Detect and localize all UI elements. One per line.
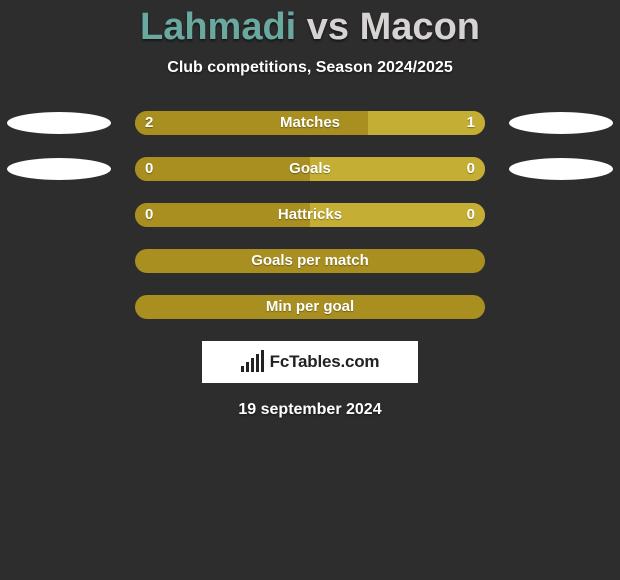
player2-ellipse [509,112,613,134]
page-title: Lahmadi vs Macon [0,6,620,49]
stat-row: 00Goals [0,157,620,181]
date-label: 19 september 2024 [0,401,620,419]
bar-left-segment [135,249,485,273]
stat-row: 21Matches [0,111,620,135]
stat-row: 00Hattricks [0,203,620,227]
player1-ellipse [7,158,111,180]
subtitle: Club competitions, Season 2024/2025 [0,59,620,77]
stat-bar: Goals per match [135,249,485,273]
bar-right-segment [310,203,485,227]
stat-row: Min per goal [0,295,620,319]
bar-left-segment [135,295,485,319]
bar-left-segment [135,111,368,135]
stat-value-left: 0 [145,157,153,181]
comparison-card: Lahmadi vs Macon Club competitions, Seas… [0,6,620,580]
bar-right-segment [310,157,485,181]
stat-value-right: 0 [467,157,475,181]
stat-row: Goals per match [0,249,620,273]
player2-ellipse [509,158,613,180]
stat-value-right: 1 [467,111,475,135]
stat-bar: 21Matches [135,111,485,135]
stat-value-left: 0 [145,203,153,227]
stat-bar: 00Hattricks [135,203,485,227]
bar-left-segment [135,157,310,181]
brand-logo-icon [241,352,264,372]
stat-value-right: 0 [467,203,475,227]
stat-bar: Min per goal [135,295,485,319]
stat-value-left: 2 [145,111,153,135]
stats-list: 21Matches00Goals00HattricksGoals per mat… [0,111,620,319]
bar-left-segment [135,203,310,227]
brand-box: FcTables.com [202,341,418,383]
title-player2: Macon [360,6,480,48]
title-vs: vs [307,6,349,48]
player1-ellipse [7,112,111,134]
brand-text: FcTables.com [270,352,380,372]
stat-bar: 00Goals [135,157,485,181]
title-player1: Lahmadi [140,6,296,48]
